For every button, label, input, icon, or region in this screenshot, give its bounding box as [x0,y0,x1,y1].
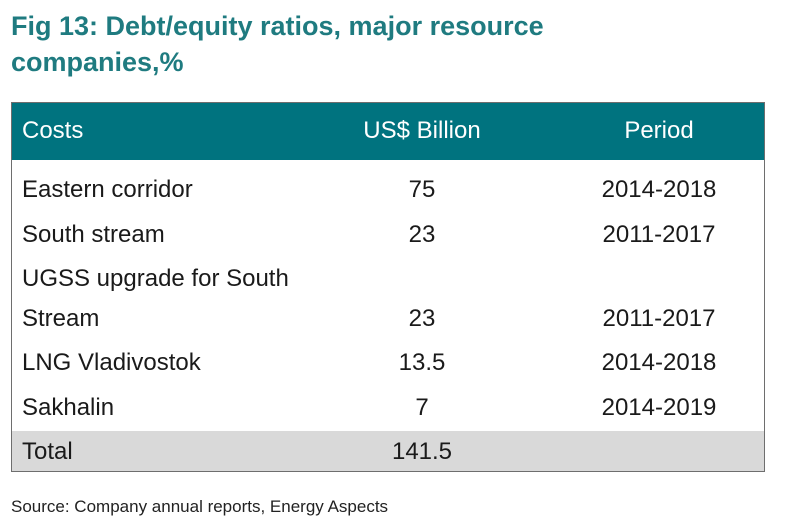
header-usd-billion: US$ Billion [363,117,481,144]
row-ugss-period: 2011-2017 [602,305,716,332]
total-value: 141.5 [391,438,453,465]
row-south-stream-cost: South stream [22,221,165,248]
row-sakhalin-period: 2014-2019 [601,394,717,421]
row-south-stream-period: 2011-2017 [602,221,716,248]
costs-table: Costs US$ Billion Period Eastern corrido… [11,102,765,472]
total-label: Total [22,438,73,465]
row-ugss-cost-line1: UGSS upgrade for South [22,265,289,292]
row-lng-vladivostok-value: 13.5 [398,349,446,376]
header-period: Period [624,117,694,144]
header-costs: Costs [22,117,84,144]
row-lng-vladivostok-period: 2014-2018 [601,349,717,376]
source-note: Source: Company annual reports, Energy A… [11,497,389,516]
row-south-stream-value: 23 [408,221,436,248]
table-header-row: Costs US$ Billion Period [12,103,764,160]
total-row: Total 141.5 [12,431,764,471]
row-eastern-corridor-period: 2014-2018 [601,176,717,203]
row-ugss-value: 23 [408,305,436,332]
row-ugss-cost-line2: Stream [22,305,100,332]
row-lng-vladivostok-cost: LNG Vladivostok [22,349,201,376]
row-eastern-corridor-cost: Eastern corridor [22,176,193,203]
row-eastern-corridor-value: 75 [408,176,436,203]
row-sakhalin-cost: Sakhalin [22,394,115,421]
figure-title: Fig 13: Debt/equity ratios, major resour… [11,11,544,77]
row-sakhalin-value: 7 [415,394,429,421]
